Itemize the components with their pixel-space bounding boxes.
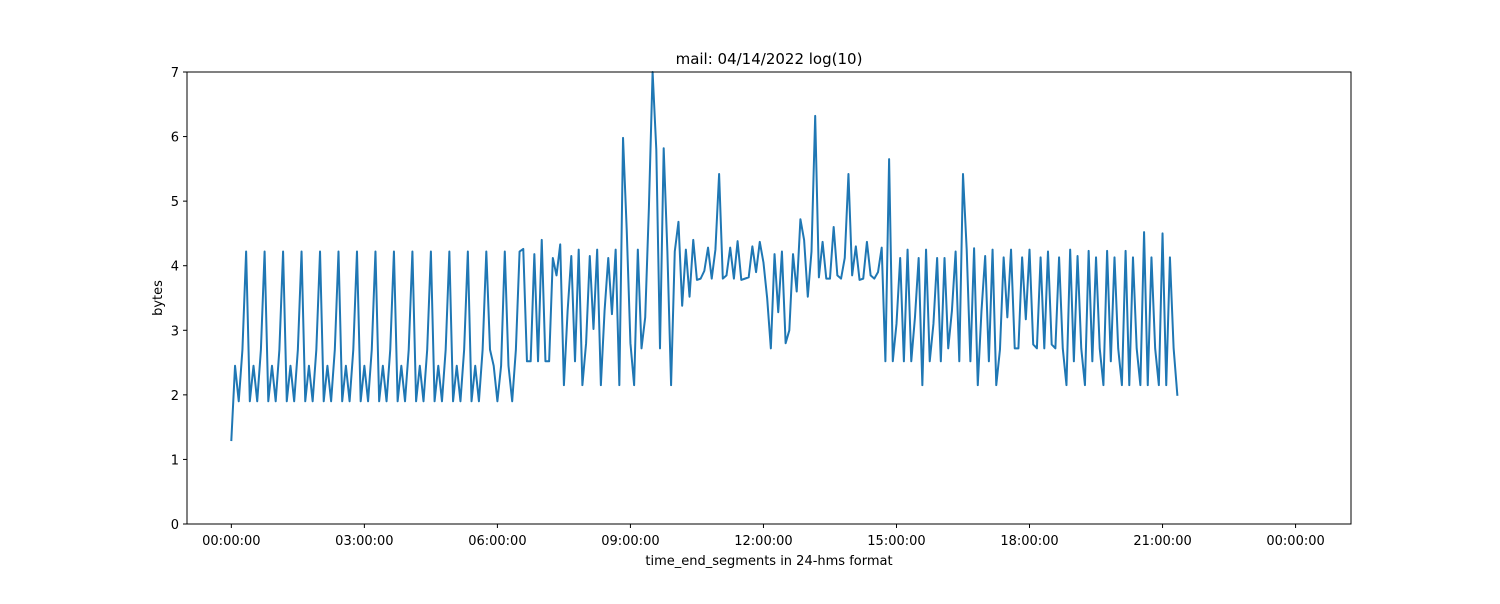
x-tick-label: 15:00:00: [867, 534, 925, 549]
x-tick-label: 00:00:00: [202, 534, 260, 549]
x-axis-label: time_end_segments in 24-hms format: [645, 554, 892, 569]
y-axis-label: bytes: [151, 280, 166, 316]
x-tick-label: 18:00:00: [1000, 534, 1058, 549]
series-line: [230, 71, 1179, 442]
y-tick-label: 1: [171, 453, 179, 468]
x-tick-label: 09:00:00: [601, 534, 659, 549]
x-axis-ticks: 00:00:00 03:00:00 06:00:00 09:00:00 12:00:00…: [202, 524, 1325, 549]
y-tick-label: 6: [171, 131, 179, 146]
x-tick-label: 00:00:00: [1266, 534, 1324, 549]
y-tick-label: 4: [171, 260, 179, 275]
y-tick-label: 0: [171, 518, 179, 533]
plot-frame: [186, 71, 1352, 525]
y-tick-label: 5: [171, 195, 179, 210]
x-tick-label: 03:00:00: [335, 534, 393, 549]
y-tick-label: 2: [171, 389, 179, 404]
x-tick-label: 21:00:00: [1133, 534, 1191, 549]
x-tick-label: 06:00:00: [468, 534, 526, 549]
y-axis-ticks: 0 1 2 3 4 5 6 7: [171, 66, 187, 533]
x-tick-label: 12:00:00: [734, 534, 792, 549]
y-tick-label: 7: [171, 66, 179, 81]
y-tick-label: 3: [171, 324, 179, 339]
chart-title: mail: 04/14/2022 log(10): [676, 50, 863, 68]
